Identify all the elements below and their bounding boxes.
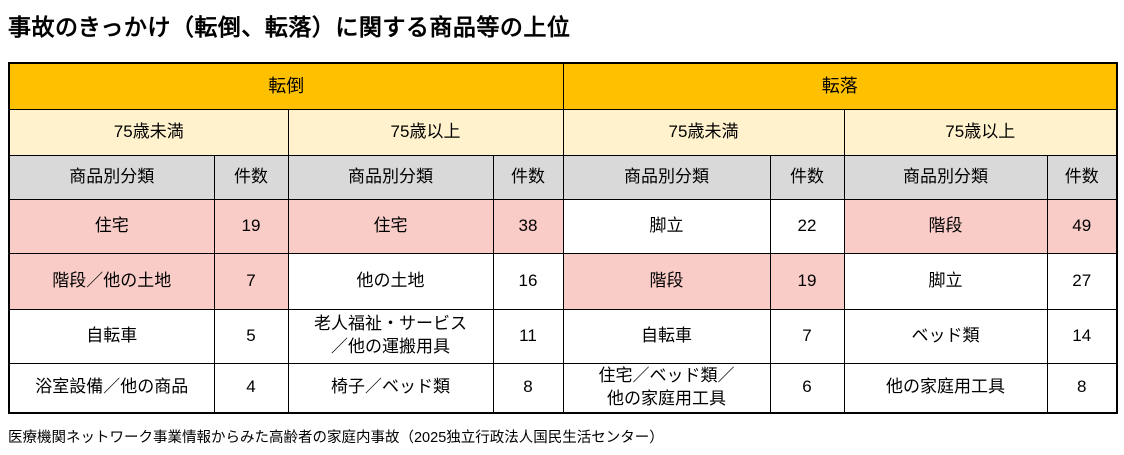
count-cell: 6: [769, 362, 845, 414]
accident-products-table: 転倒 転落 75歳未満 75歳以上 75歳未満 75歳以上 商品別分類 件数 商…: [8, 62, 1118, 414]
age-header: 75歳未満: [8, 108, 289, 156]
count-cell: 8: [492, 362, 564, 414]
count-cell: 14: [1046, 308, 1118, 364]
product-cell: 椅子／ベッド類: [287, 362, 494, 414]
product-cell: 他の家庭用工具: [843, 362, 1048, 414]
source-attribution: 医療機関ネットワーク事業情報からみた高齢者の家庭内事故（2025独立行政法人国民…: [8, 430, 664, 446]
product-cell: 階段: [843, 198, 1048, 254]
product-cell: 階段: [562, 252, 771, 310]
column-header-product: 商品別分類: [287, 154, 494, 200]
count-cell: 7: [769, 308, 845, 364]
data-row-3: 自転車 5 老人福祉・サービス ／他の運搬用具 11 自転車 7 ベッド類 14: [8, 308, 1118, 364]
column-header-product: 商品別分類: [843, 154, 1048, 200]
page-title: 事故のきっかけ（転倒、転落）に関する商品等の上位: [8, 14, 571, 40]
age-header: 75歳未満: [562, 108, 845, 156]
product-cell: ベッド類: [843, 308, 1048, 364]
product-cell: 浴室設備／他の商品: [8, 362, 215, 414]
data-row-4: 浴室設備／他の商品 4 椅子／ベッド類 8 住宅／ベッド類／ 他の家庭用工具 6…: [8, 362, 1118, 414]
product-cell: 老人福祉・サービス ／他の運搬用具: [287, 308, 494, 364]
product-cell: 住宅: [8, 198, 215, 254]
count-cell: 11: [492, 308, 564, 364]
product-cell: 住宅: [287, 198, 494, 254]
count-cell: 22: [769, 198, 845, 254]
product-cell: 階段／他の土地: [8, 252, 215, 310]
count-cell: 38: [492, 198, 564, 254]
age-header-row: 75歳未満 75歳以上 75歳未満 75歳以上: [8, 108, 1118, 156]
count-cell: 27: [1046, 252, 1118, 310]
group-header-tentou: 転倒: [8, 62, 564, 110]
count-cell: 19: [213, 198, 289, 254]
count-cell: 8: [1046, 362, 1118, 414]
count-cell: 7: [213, 252, 289, 310]
column-header-count: 件数: [1046, 154, 1118, 200]
count-cell: 16: [492, 252, 564, 310]
count-cell: 5: [213, 308, 289, 364]
product-cell: 脚立: [843, 252, 1048, 310]
product-cell: 脚立: [562, 198, 771, 254]
column-header-count: 件数: [769, 154, 845, 200]
product-cell: 住宅／ベッド類／ 他の家庭用工具: [562, 362, 771, 414]
data-row-1: 住宅 19 住宅 38 脚立 22 階段 49: [8, 198, 1118, 254]
product-cell: 他の土地: [287, 252, 494, 310]
column-header-product: 商品別分類: [8, 154, 215, 200]
column-header-count: 件数: [213, 154, 289, 200]
count-cell: 49: [1046, 198, 1118, 254]
product-cell: 自転車: [8, 308, 215, 364]
column-header-product: 商品別分類: [562, 154, 771, 200]
age-header: 75歳以上: [287, 108, 564, 156]
column-header-count: 件数: [492, 154, 564, 200]
count-cell: 4: [213, 362, 289, 414]
group-header-tenraku: 転落: [562, 62, 1118, 110]
product-cell: 自転車: [562, 308, 771, 364]
age-header: 75歳以上: [843, 108, 1118, 156]
data-row-2: 階段／他の土地 7 他の土地 16 階段 19 脚立 27: [8, 252, 1118, 310]
count-cell: 19: [769, 252, 845, 310]
group-header-row: 転倒 転落: [8, 62, 1118, 110]
column-header-row: 商品別分類 件数 商品別分類 件数 商品別分類 件数 商品別分類 件数: [8, 154, 1118, 200]
